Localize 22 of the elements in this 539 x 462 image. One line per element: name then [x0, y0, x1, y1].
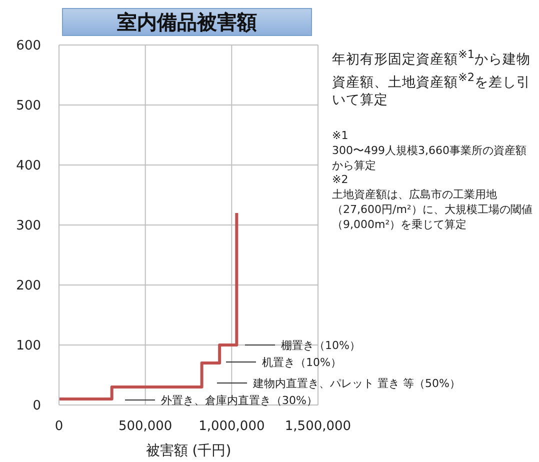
y-tick-label: 100 — [16, 338, 41, 354]
annotation: 外置き、倉庫内直置き（30%） — [161, 394, 318, 407]
chart-title: 室内備品被害額 — [62, 8, 312, 36]
text: ※1 — [332, 128, 350, 143]
x-tick-label: 1,500,000 — [284, 419, 352, 434]
x-tick-label: 500,000 — [118, 419, 172, 434]
y-tick-label: 200 — [16, 278, 41, 294]
y-tick-label: 600 — [16, 38, 41, 54]
y-tick-label: 500 — [16, 98, 41, 114]
x-tick-label: 1,000,000 — [198, 419, 265, 434]
annotation: 建物内直置き、パレット 置き 等（50%） — [252, 377, 460, 390]
x-tick-label: 0 — [54, 419, 64, 434]
text: ※2 — [332, 172, 350, 187]
y-tick-label: 0 — [32, 398, 41, 414]
y-tick-label: 400 — [16, 158, 41, 174]
text: 年初有形固定資産額$^{※1}$から建物資産額、土地資産額$^{※2}$を差し引いて算定 — [332, 48, 531, 108]
y-tick-label: 300 — [16, 218, 41, 234]
text: 土地資産額は、広島市の工業用地（27,600円/m²）に、大規模工場の閾値（9,000m²）を乗じて算定 — [332, 187, 534, 232]
annotation: 机置き（10%） — [262, 356, 342, 369]
x-axis-title: 被害額 (千円) — [146, 443, 232, 459]
text: 300〜499人規模3,660事業所の資産額から算定 — [332, 143, 528, 173]
annotation: 棚置き（10%） — [281, 339, 360, 352]
